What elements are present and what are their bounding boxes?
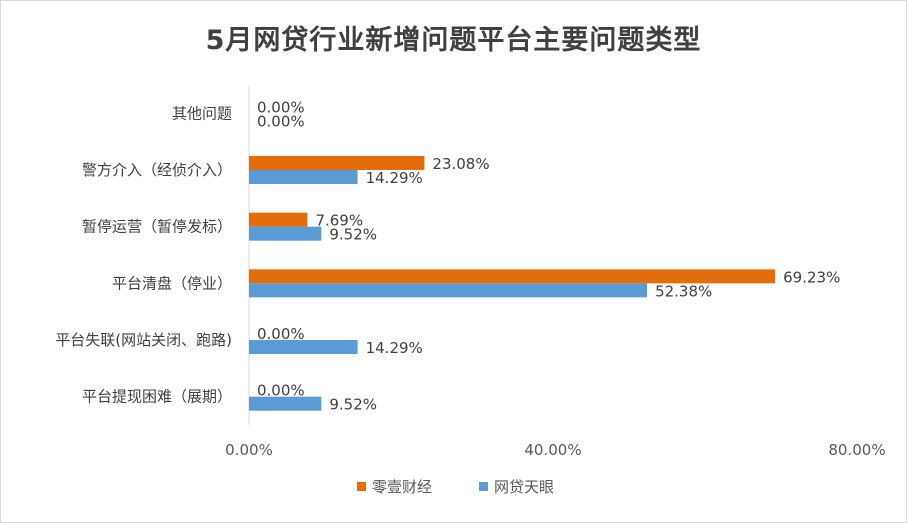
bar-lingyi (249, 212, 308, 227)
data-label: 0.00% (257, 325, 305, 343)
bar-wangdai (249, 283, 648, 298)
category-label: 其他问题 (172, 104, 232, 122)
bar-wangdai (249, 170, 358, 184)
category-label: 暂停运营（暂停发标） (82, 218, 232, 236)
data-label: 14.29% (366, 339, 423, 357)
bar-lingyi (249, 156, 425, 170)
data-label: 0.00% (257, 98, 305, 116)
x-tick-label: 40.00% (524, 441, 581, 459)
bar-wangdai (249, 340, 358, 354)
category-label: 平台失联(网站关闭、跑路) (55, 331, 232, 349)
bar-wangdai (249, 396, 322, 411)
data-label: 7.69% (315, 212, 363, 230)
data-label: 14.29% (366, 169, 423, 187)
legend-label: 零壹财经 (372, 478, 432, 496)
data-label: 9.52% (329, 226, 377, 244)
legend-swatch (479, 482, 488, 491)
category-label: 警方介入（经侦介入） (82, 161, 232, 179)
x-tick-label: 0.00% (225, 441, 273, 459)
category-label: 平台提现困难（展期） (82, 388, 232, 406)
chart-title: 5月网贷行业新增问题平台主要问题类型 (205, 25, 702, 56)
data-label: 69.23% (783, 268, 840, 286)
x-tick-label: 80.00% (828, 441, 885, 459)
bar-lingyi (249, 269, 776, 284)
bar-wangdai (249, 226, 322, 241)
legend-swatch (357, 482, 366, 491)
data-label: 0.00% (257, 112, 305, 130)
category-label: 平台清盘（停业） (112, 274, 232, 292)
data-label: 23.08% (432, 155, 489, 173)
data-label: 9.52% (329, 396, 377, 414)
legend-label: 网贷天眼 (494, 478, 554, 496)
data-label: 52.38% (655, 282, 712, 300)
data-label: 0.00% (257, 382, 305, 400)
